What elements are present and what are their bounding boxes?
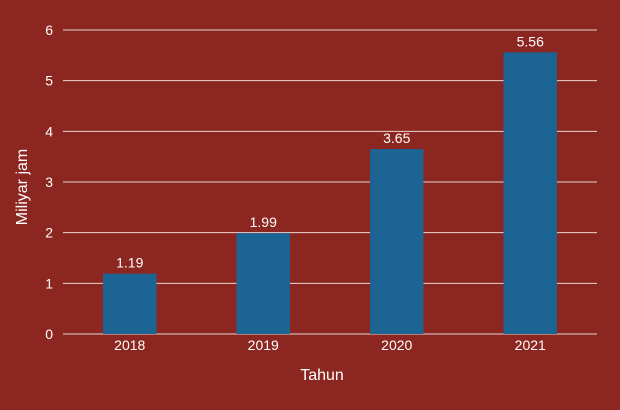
data-label-2019: 1.99 — [250, 214, 277, 230]
bar-2021 — [503, 52, 557, 334]
y-tick-label: 4 — [45, 123, 53, 139]
y-axis-ticks: 0 1 2 3 4 5 6 — [45, 22, 53, 342]
y-tick-label: 1 — [45, 275, 53, 291]
y-tick-label: 3 — [45, 174, 53, 190]
x-axis-title: Tahun — [300, 367, 344, 384]
x-axis-ticks: 2018 2019 2020 2021 — [114, 337, 546, 353]
bar-2020 — [370, 149, 424, 334]
y-axis-title: Miliyar jam — [14, 149, 31, 225]
data-labels: 1.19 1.99 3.65 5.56 — [116, 33, 544, 270]
y-tick-label: 2 — [45, 225, 53, 241]
data-label-2020: 3.65 — [383, 130, 410, 146]
x-tick-label-2018: 2018 — [114, 337, 145, 353]
x-tick-label-2021: 2021 — [515, 337, 546, 353]
x-tick-label-2020: 2020 — [381, 337, 412, 353]
y-tick-label: 6 — [45, 22, 53, 38]
bars — [103, 52, 557, 334]
bar-2019 — [236, 233, 290, 334]
y-tick-label: 0 — [45, 326, 53, 342]
y-tick-label: 5 — [45, 73, 53, 89]
bar-2018 — [103, 273, 157, 334]
x-tick-label-2019: 2019 — [248, 337, 279, 353]
data-label-2018: 1.19 — [116, 255, 143, 271]
data-label-2021: 5.56 — [517, 33, 544, 49]
